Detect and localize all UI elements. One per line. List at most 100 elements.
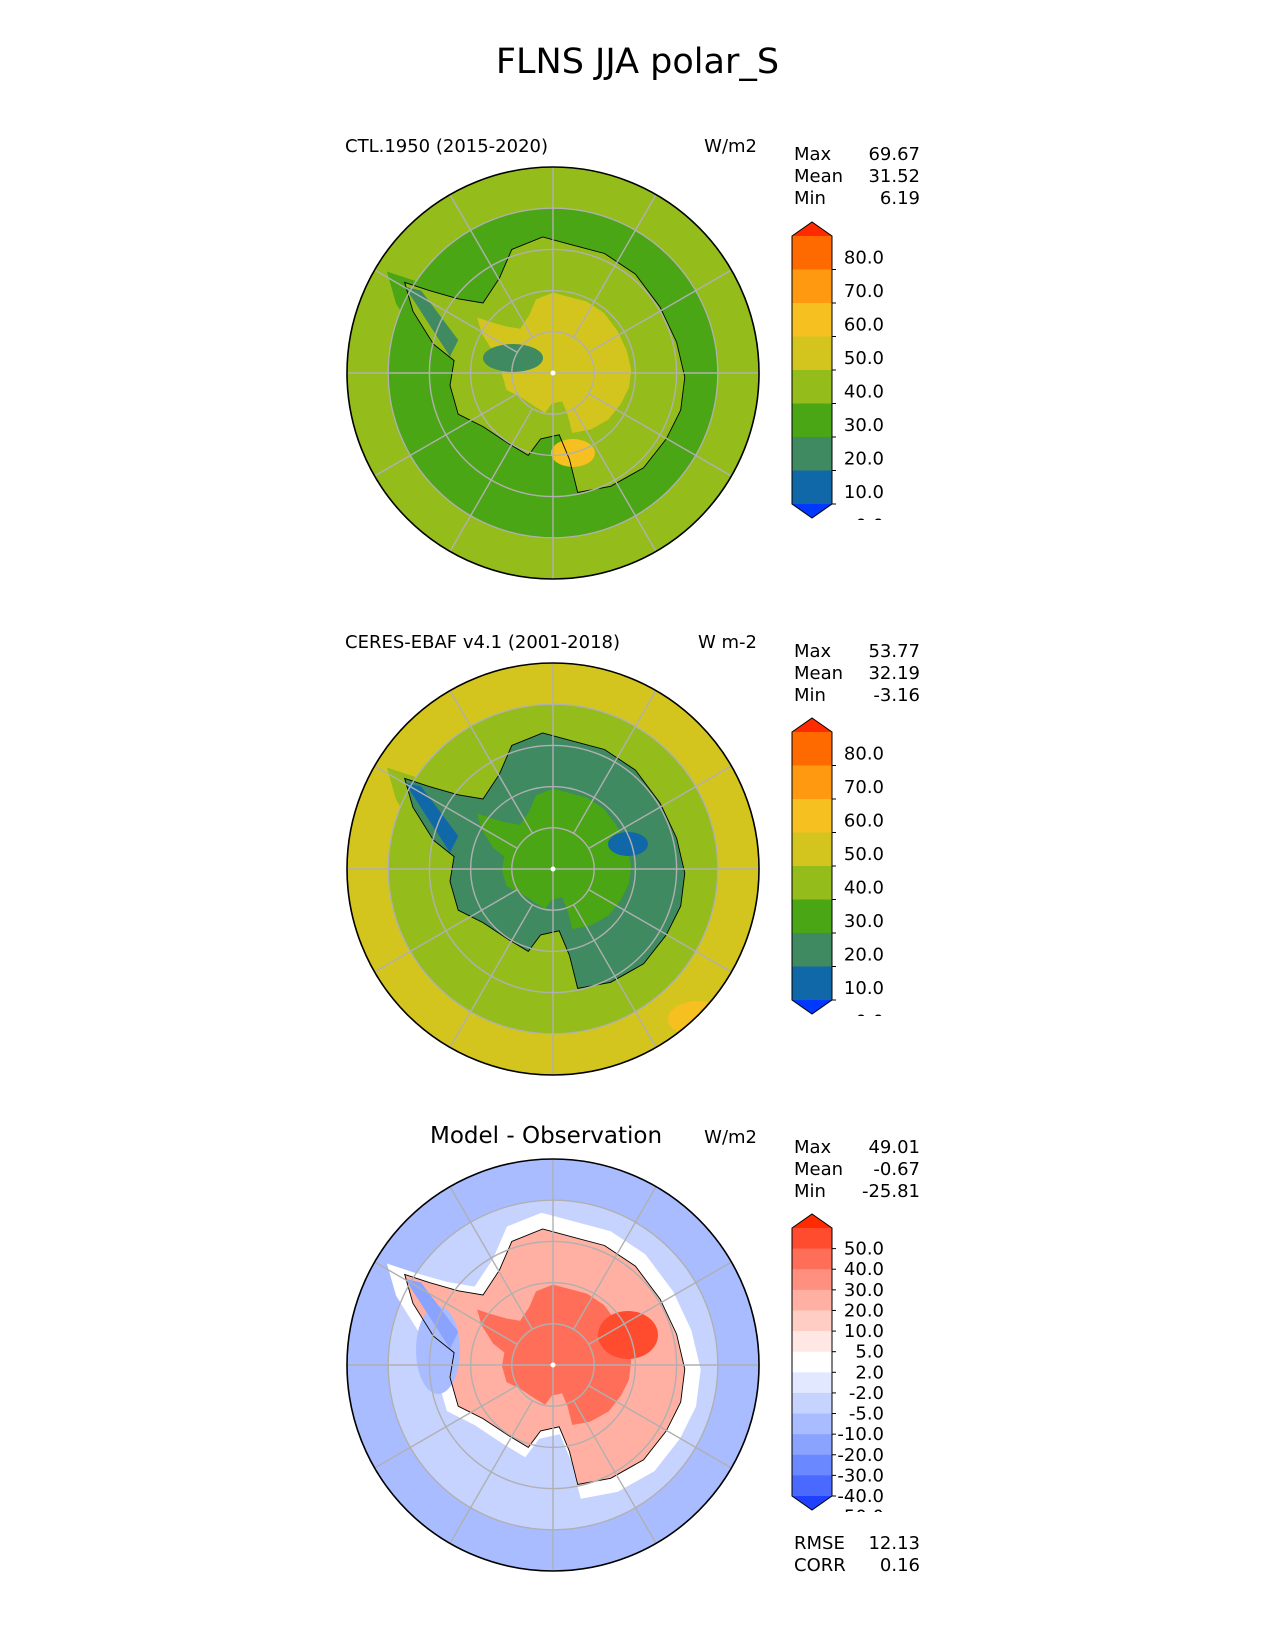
colorbar-tick-label: 70.0 — [844, 281, 884, 302]
panel-3-stats: Max 49.01 Mean -0.67 Min -25.81 — [794, 1137, 920, 1203]
interior-field — [477, 1284, 632, 1425]
cool-patch — [483, 344, 543, 372]
colorbar-band — [792, 1269, 832, 1291]
colorbar-tick-label: -50.0 — [837, 1507, 884, 1512]
colorbar-tick-label: 30.0 — [844, 1280, 884, 1301]
panel-1-colorbar: 80.0 70.0 60.0 50.0 40.0 30.0 20.0 10.0 0.0 — [791, 221, 884, 521]
colorbar-band — [792, 1372, 832, 1394]
colorbar-band — [792, 269, 832, 304]
colorbar-band — [792, 336, 832, 371]
panel-1-title: CTL.1950 (2015-2020) — [345, 136, 549, 157]
meridian-line — [449, 1186, 534, 1330]
panel-3-title: Model - Observation — [430, 1123, 663, 1149]
stat-value: 69.67 — [868, 144, 920, 165]
colorbar-band — [792, 1392, 832, 1415]
colorbar-band — [792, 1289, 832, 1311]
colorbar-tick-label: 0.0 — [855, 1012, 884, 1017]
meridian-line — [374, 1261, 518, 1346]
colorbar-bottom-extension — [792, 1496, 832, 1510]
colorbar-band — [792, 403, 832, 438]
colorbar-tick-label: -5.0 — [849, 1404, 884, 1425]
meridian-line — [588, 269, 732, 354]
stat-label: RMSE — [794, 1533, 845, 1554]
colorbar-tick-label: 20.0 — [844, 945, 884, 966]
panel-2-stats: Max 53.77 Mean 32.19 Min -3.16 — [794, 641, 920, 707]
colorbar-tick-label: 40.0 — [844, 878, 884, 899]
panel-2-units: W m-2 — [697, 632, 757, 653]
colorbar-tick-label: -2.0 — [849, 1383, 884, 1404]
colorbar-top-extension — [792, 222, 832, 236]
colorbar-tick-label: -20.0 — [837, 1445, 884, 1466]
colorbar-band — [792, 1351, 832, 1373]
colorbar-tick-label: 0.0 — [855, 516, 884, 521]
colorbar-band — [792, 732, 832, 766]
warm-patch — [668, 1001, 728, 1037]
colorbar-tick-label: 30.0 — [844, 415, 884, 436]
colorbar-tick-label: 50.0 — [844, 348, 884, 369]
coastline — [404, 732, 686, 990]
map-boundary — [346, 662, 760, 1076]
colorbar-tick-label: -10.0 — [837, 1424, 884, 1445]
colorbar-tick-label: 10.0 — [844, 482, 884, 503]
stat-label: Max — [794, 641, 832, 662]
map-boundary — [346, 1158, 760, 1572]
stat-value: 6.19 — [879, 188, 920, 209]
colorbar-tick-label: 10.0 — [844, 1321, 884, 1342]
colorbar-band — [792, 799, 832, 833]
colorbar-band — [792, 1331, 832, 1353]
stat-value: 12.13 — [868, 1533, 920, 1554]
meridian-line — [449, 904, 534, 1048]
colorbar-tick-label: -40.0 — [837, 1486, 884, 1507]
meridian-line — [449, 408, 534, 552]
panel-3-polar-map — [346, 1158, 760, 1572]
graticule — [347, 663, 759, 1075]
colorbar-band — [792, 303, 832, 337]
meridian-line — [588, 1261, 732, 1346]
panel-2-title: CERES-EBAF v4.1 (2001-2018) — [345, 632, 621, 653]
interior-field — [477, 292, 632, 433]
colorbar-bottom-extension — [792, 1000, 832, 1014]
stat-value: 49.01 — [868, 1137, 920, 1158]
peninsula-field — [404, 782, 459, 853]
colorbar-band — [792, 866, 832, 900]
stat-value: -0.67 — [873, 1159, 920, 1180]
colorbar-tick-label: 80.0 — [844, 744, 884, 765]
colorbar-tick-label: 60.0 — [844, 811, 884, 832]
stat-value: 32.19 — [868, 663, 920, 684]
stat-label: Mean — [794, 166, 844, 187]
colorbar-band — [792, 370, 832, 404]
colorbar-band — [792, 899, 832, 934]
meridian-line — [449, 690, 534, 834]
colorbar-band — [792, 1413, 832, 1435]
meridian-line — [588, 888, 732, 973]
panel-1-units: W/m2 — [704, 136, 757, 157]
meridian-line — [572, 194, 657, 338]
colorbar-tick-label: 70.0 — [844, 777, 884, 798]
meridian-line — [588, 765, 732, 850]
colorbar-band — [792, 437, 832, 471]
stat-label: Max — [794, 144, 832, 165]
colorbar-band — [792, 765, 832, 800]
colorbar-band — [792, 1228, 832, 1250]
coastline — [404, 236, 686, 494]
meridian-line — [374, 888, 518, 973]
colorbar-tick-label: 30.0 — [844, 911, 884, 932]
colorbar-tick-label: 20.0 — [844, 1300, 884, 1321]
meridian-line — [374, 1384, 518, 1469]
colorbar-band — [792, 933, 832, 967]
colorbar-tick-label: 50.0 — [844, 1239, 884, 1260]
meridian-line — [588, 392, 732, 477]
stat-label: Min — [794, 685, 826, 706]
peninsula-field — [404, 286, 459, 357]
panel-2-polar-map — [346, 662, 760, 1076]
peninsula-field — [404, 1278, 459, 1349]
colorbar-band — [792, 1475, 832, 1497]
meridian-line — [572, 904, 657, 1048]
graticule — [347, 1159, 759, 1571]
stat-label: Mean — [794, 663, 844, 684]
stat-label: CORR — [794, 1555, 846, 1576]
colorbar-band — [792, 966, 832, 1001]
stat-label: Min — [794, 188, 826, 209]
colorbar-tick-label: 60.0 — [844, 315, 884, 336]
stat-value: 31.52 — [868, 166, 920, 187]
